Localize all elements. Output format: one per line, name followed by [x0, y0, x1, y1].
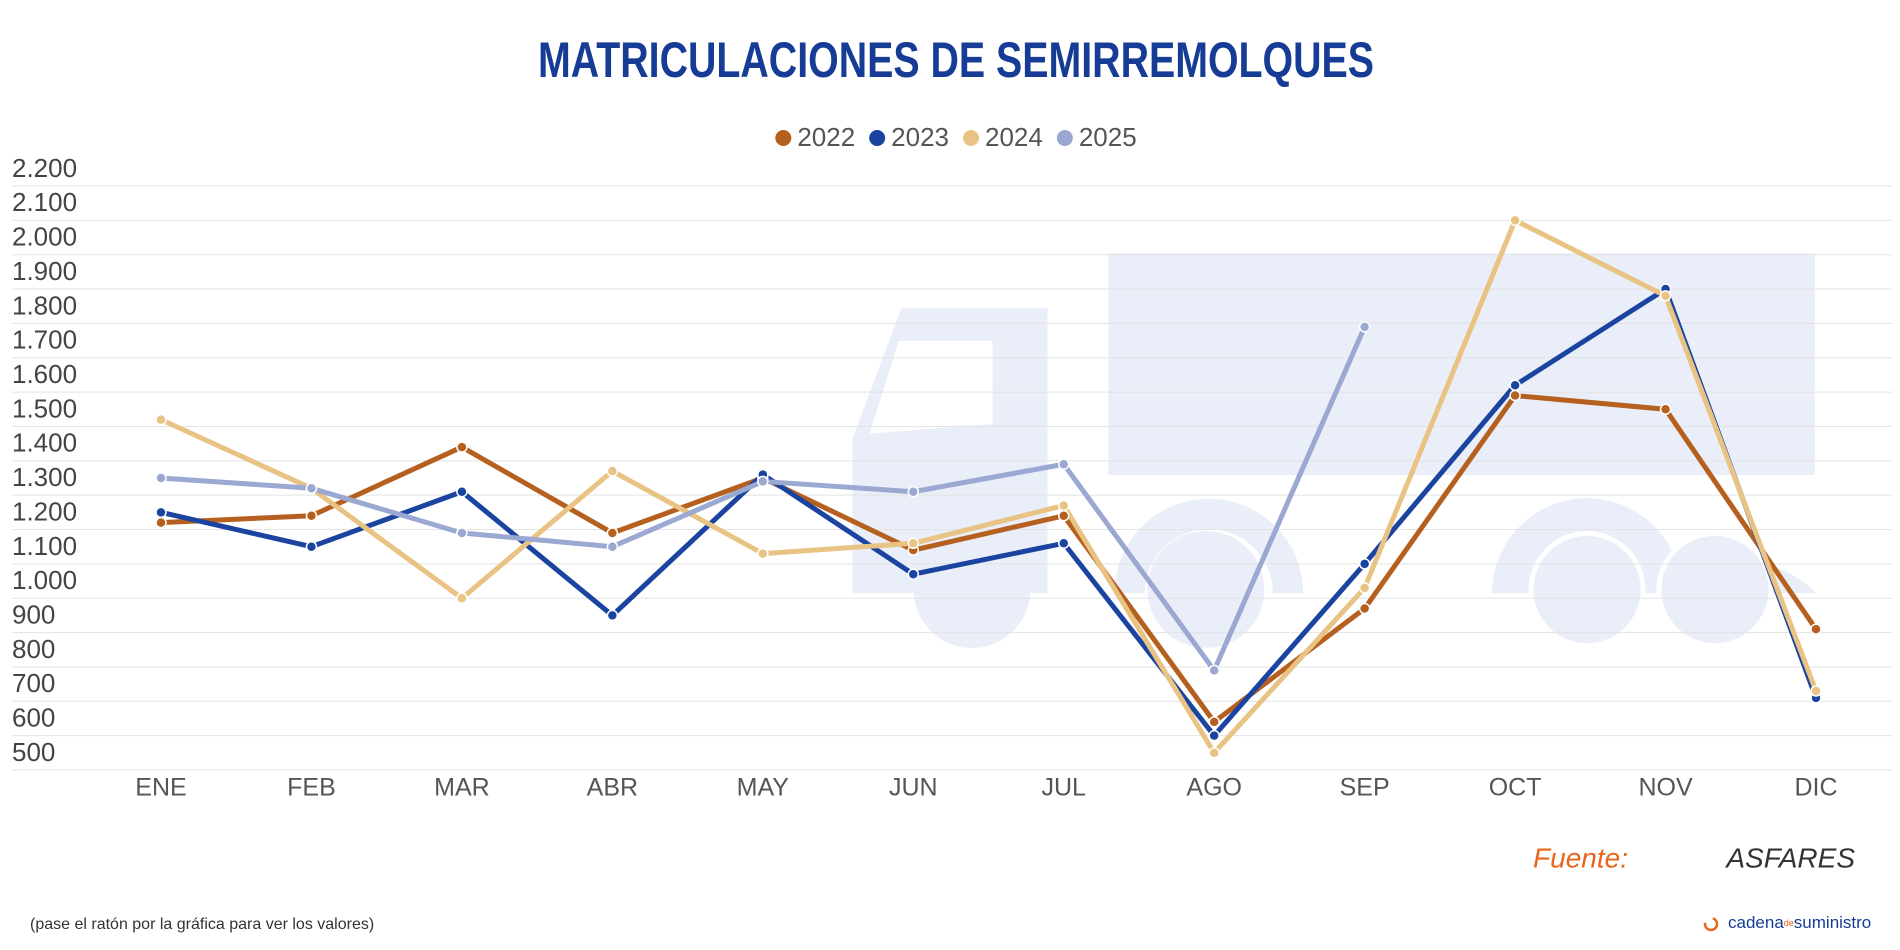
x-tick-label: JUN [889, 774, 938, 802]
data-point [907, 568, 920, 580]
data-point [456, 485, 468, 498]
x-tick-label: OCT [1489, 774, 1542, 802]
series-line [160, 393, 1819, 725]
data-point [1208, 716, 1220, 728]
legend-swatch [775, 130, 792, 146]
y-tick-label: 900 [12, 599, 55, 629]
x-tick-label: FEB [287, 774, 336, 802]
x-tick-label: MAR [434, 774, 490, 802]
legend: 2022 2023 2024 2025 [775, 122, 1137, 152]
data-point [1358, 558, 1371, 570]
x-tick-label: AGO [1186, 774, 1242, 802]
y-tick-label: 1.300 [12, 462, 77, 492]
legend-swatch [963, 130, 979, 146]
source-label: Fuente: [1533, 842, 1628, 873]
data-point [907, 485, 920, 498]
data-point [1659, 290, 1672, 302]
y-tick-label: 1.800 [12, 290, 77, 320]
y-tick-label: 1.400 [12, 428, 77, 458]
data-point [1208, 747, 1220, 759]
logo: cadenadesuministro [1728, 913, 1871, 932]
data-point [757, 547, 769, 560]
y-tick-label: 1.700 [12, 325, 77, 355]
data-point [155, 506, 167, 519]
data-point [1057, 537, 1070, 550]
logo-part: suministro [1794, 913, 1871, 932]
data-point [456, 527, 468, 539]
data-point [1509, 389, 1521, 402]
legend-swatch [869, 130, 886, 146]
series-line [159, 217, 1819, 756]
data-point [1659, 403, 1672, 416]
data-point [757, 475, 769, 488]
y-tick-label: 800 [12, 634, 55, 664]
data-point [456, 592, 468, 604]
y-tick-label: 2.200 [12, 153, 77, 183]
legend-item: 2024 [963, 122, 1043, 152]
x-tick-label: DIC [1794, 774, 1837, 802]
legend-label: 2024 [985, 122, 1043, 152]
data-point [1810, 685, 1822, 697]
x-tick-label: MAY [737, 774, 790, 802]
series-line [160, 286, 1819, 739]
data-point [606, 527, 619, 539]
data-point [1208, 729, 1220, 742]
data-point [907, 537, 920, 550]
x-tick-label: SEP [1340, 774, 1390, 802]
y-tick-label: 1.600 [12, 359, 77, 389]
x-tick-label: JUL [1041, 774, 1086, 802]
y-tick-label: 1.900 [12, 256, 77, 286]
data-point [1810, 623, 1822, 635]
footnote: (pase el ratón por la gráfica para ver l… [30, 916, 374, 933]
y-tick-label: 500 [12, 737, 55, 767]
x-tick-label: NOV [1638, 774, 1693, 802]
data-point [1509, 214, 1521, 227]
y-tick-label: 2.100 [12, 187, 77, 217]
legend-label: 2022 [797, 122, 855, 152]
x-tick-label: ENE [135, 774, 186, 802]
data-point [305, 510, 318, 522]
source: ASFARES [1724, 842, 1855, 873]
data-point [155, 472, 167, 484]
y-tick-label: 600 [12, 703, 55, 733]
data-point [1358, 321, 1371, 333]
logo-part: de [1784, 918, 1794, 928]
data-point [1509, 379, 1521, 391]
data-point [1057, 499, 1070, 512]
data-point [456, 441, 468, 453]
data-point [1057, 458, 1070, 471]
y-tick-label: 1.500 [12, 393, 77, 423]
chart-title: MATRICULACIONES DE SEMIRREMOLQUES [538, 32, 1374, 88]
logo-icon [1703, 916, 1719, 932]
data-point [1358, 582, 1371, 594]
data-point [606, 465, 619, 477]
y-tick-label: 1.100 [12, 531, 77, 561]
y-tick-label: 1.000 [12, 565, 77, 595]
data-point [305, 482, 318, 495]
data-point [155, 516, 167, 529]
logo-part: cadena [1728, 913, 1784, 932]
legend-item: 2022 [775, 122, 855, 152]
legend-item: 2025 [1056, 122, 1137, 152]
legend-label: 2023 [891, 122, 949, 152]
y-tick-label: 700 [12, 668, 55, 698]
data-point [1208, 664, 1220, 677]
data-point [1057, 510, 1070, 522]
data-point [305, 540, 318, 553]
legend-swatch [1056, 130, 1073, 146]
data-point [606, 540, 619, 553]
data-point [1358, 602, 1371, 615]
legend-label: 2025 [1079, 122, 1137, 152]
y-tick-label: 1.200 [12, 496, 77, 526]
legend-item: 2023 [869, 122, 949, 152]
data-point [155, 413, 167, 426]
data-point [606, 609, 619, 622]
y-tick-label: 2.000 [12, 222, 77, 252]
x-tick-label: ABR [587, 774, 638, 802]
